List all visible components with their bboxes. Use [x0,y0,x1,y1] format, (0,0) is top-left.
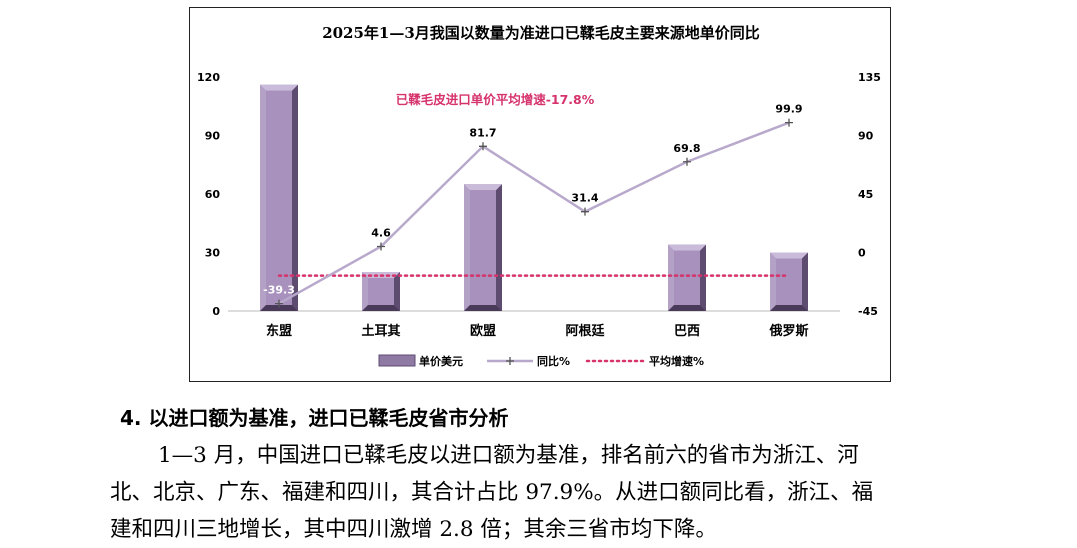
category-label: 巴西 [674,324,700,339]
bar-bevel-right [700,244,706,311]
paragraph-line-2: 北、北京、广东、福建和四川，其合计占比 97.9%。从进口额同比看，浙江、福 [110,480,874,505]
chart: 2025年1—3月我国以数量为准进口已鞣毛皮主要来源地单价同比 0 30 60 90 12… [197,24,881,368]
y-right-tick-label: 90 [858,130,874,143]
bar-bevel-top [260,84,298,91]
y-right-tick-label: 45 [858,188,873,201]
y-left-tick-label: 90 [205,130,221,143]
chart-title: 2025年1—3月我国以数量为准进口已鞣毛皮主要来源地单价同比 [322,24,760,42]
bar-face [266,90,292,305]
category-label: 俄罗斯 [768,323,808,339]
category-label: 东盟 [266,323,292,339]
bar-bevel-left [260,84,266,311]
bar-bevel-bottom [260,305,298,311]
y-left-tick-label: 30 [205,247,221,260]
legend-label-bar: 单价美元 [419,354,463,368]
y-right-tick-label: 135 [858,71,881,84]
bar-bevel-right [394,272,400,311]
bar-bevel-right [292,84,298,311]
y-left-tick-label: 120 [197,71,220,84]
data-label: 4.6 [371,227,391,240]
yoy-point [275,299,283,308]
bar-bevel-right [802,252,808,311]
bar-bevel-right [496,184,502,311]
yoy-point [377,242,385,251]
y-left-tick-label: 0 [212,305,220,318]
yoy-point [479,142,487,151]
bar-bevel-left [668,244,674,311]
bar-bevel-top [770,252,808,259]
annotation-text: 已鞣毛皮进口单价平均增速-17.8% [396,92,595,107]
bar-bevel-left [362,272,368,311]
paragraph-line-1: 1—3 月，中国进口已鞣毛皮以进口额为基准，排名前六的省市为浙江、河 [158,443,859,468]
bar-bevel-bottom [362,305,400,311]
legend-label-avg: 平均增速% [649,354,704,368]
yoy-point [683,157,691,166]
bar-bevel-bottom [770,305,808,311]
bar-face [470,190,496,305]
data-label: 31.4 [571,192,598,205]
bar-bevel-top [464,184,502,191]
category-label: 阿根廷 [565,323,605,339]
bar-bevel-left [464,184,470,311]
data-label: 81.7 [469,126,496,139]
chart-frame: 2025年1—3月我国以数量为准进口已鞣毛皮主要来源地单价同比 0 30 60 90 12… [189,7,891,382]
paragraph-line-3: 建和四川三地增长，其中四川激增 2.8 倍；其余三省市均下降。 [110,517,717,542]
bar-face [368,278,394,305]
legend-swatch-bar [378,354,416,367]
category-label: 土耳其 [361,323,400,339]
category-label: 欧盟 [470,323,496,339]
bar-bevel-bottom [668,305,706,311]
bar-bevel-bottom [464,305,502,311]
legend-swatch-marker [506,357,514,365]
yoy-point [785,118,793,127]
y-right-tick-label: 0 [858,247,866,260]
y-left-tick-label: 60 [205,188,221,201]
data-label: -39.3 [263,284,295,297]
data-label: 69.8 [673,142,700,155]
bar-bevel-top [668,244,706,251]
bar-face [674,250,700,305]
bar-face [776,258,802,305]
bar-bevel-left [770,252,776,311]
section-heading: 4. 以进口额为基准，进口已鞣毛皮省市分析 [120,406,509,430]
y-right-tick-label: -45 [858,305,878,318]
data-label: 99.9 [775,103,802,116]
yoy-line [278,121,790,305]
yoy-point [581,207,589,216]
legend-label-yoy: 同比% [537,354,570,368]
